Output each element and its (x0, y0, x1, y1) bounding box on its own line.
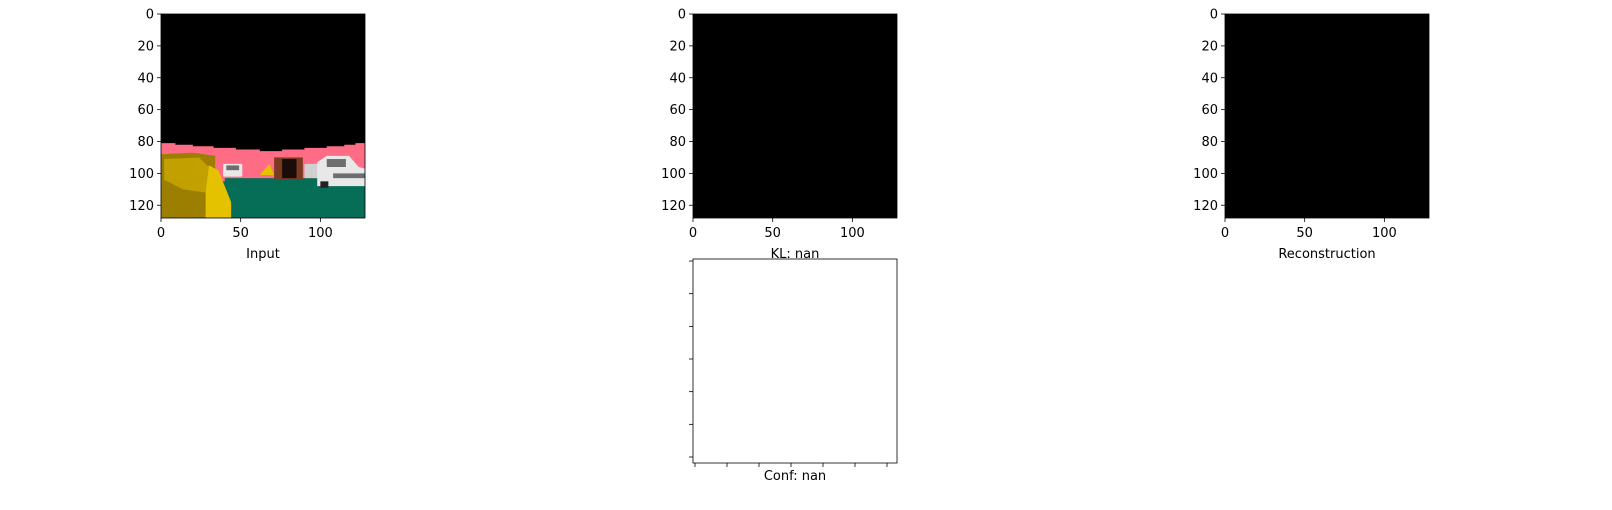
y-tick-label: 0 (1210, 8, 1218, 23)
axes-frame (692, 13, 898, 219)
y-tick-label: 80 (1201, 135, 1218, 150)
y-tick-label: 60 (137, 103, 154, 118)
confidence-panel: Conf: nan (689, 258, 898, 484)
x-axis-label: Reconstruction (1278, 247, 1375, 262)
x-tick-label: 50 (1296, 226, 1313, 241)
y-tick-label: 100 (1193, 167, 1218, 182)
x-axis-label: KL: nan (771, 247, 820, 262)
image-area (1225, 14, 1429, 218)
image-area (693, 14, 897, 218)
x-tick-label: 0 (157, 226, 165, 241)
blank-image (693, 259, 897, 463)
barrier-front (205, 165, 232, 218)
y-tick-label: 100 (661, 167, 686, 182)
y-tick-label: 120 (1193, 199, 1218, 214)
y-tick-label: 20 (1201, 39, 1218, 54)
axes-frame (692, 258, 898, 464)
ground-area (218, 181, 365, 218)
x-axis-label: Input (246, 247, 280, 262)
y-tick-label: 60 (669, 103, 686, 118)
y-tick-label: 20 (137, 39, 154, 54)
car-mid (304, 163, 321, 179)
y-tick-label: 0 (146, 8, 154, 23)
axes-frame (160, 13, 366, 219)
truck-opening (282, 159, 297, 179)
y-tick-label: 0 (678, 8, 686, 23)
kl-panel: 0 50 100 0 20 40 60 80 100 120 KL: nan (661, 8, 898, 262)
ground-edge (224, 178, 365, 183)
x-tick-label: 50 (764, 226, 781, 241)
cone (259, 163, 275, 175)
x-tick-label: 100 (1372, 226, 1397, 241)
y-tick-label: 40 (137, 71, 154, 86)
car-large-window (326, 159, 346, 167)
car-large-wheel (320, 181, 329, 188)
y-tick-label: 80 (137, 135, 154, 150)
x-tick-label: 0 (689, 226, 697, 241)
reconstruction-panel: 0 50 100 0 20 40 60 80 100 120 Reconstruction (1193, 8, 1430, 262)
x-tick-label: 100 (840, 226, 865, 241)
barrier-top (164, 157, 209, 193)
y-tick-label: 100 (129, 167, 154, 182)
input-image (161, 14, 365, 218)
y-tick-label: 40 (1201, 71, 1218, 86)
y-tick-label: 40 (669, 71, 686, 86)
y-tick-label: 120 (129, 199, 154, 214)
x-tick-label: 0 (1221, 226, 1229, 241)
car-large-grille (333, 173, 365, 179)
axes-frame (1224, 13, 1430, 219)
input-panel: 0 50 100 0 20 40 60 80 100 120 Input (129, 8, 366, 262)
y-tick-label: 120 (661, 199, 686, 214)
x-axis-label: Conf: nan (764, 469, 826, 484)
x-tick-label: 50 (232, 226, 249, 241)
y-tick-label: 80 (669, 135, 686, 150)
y-tick-label: 20 (669, 39, 686, 54)
car-small-window (226, 165, 240, 171)
x-tick-label: 100 (308, 226, 333, 241)
y-tick-label: 60 (1201, 103, 1218, 118)
